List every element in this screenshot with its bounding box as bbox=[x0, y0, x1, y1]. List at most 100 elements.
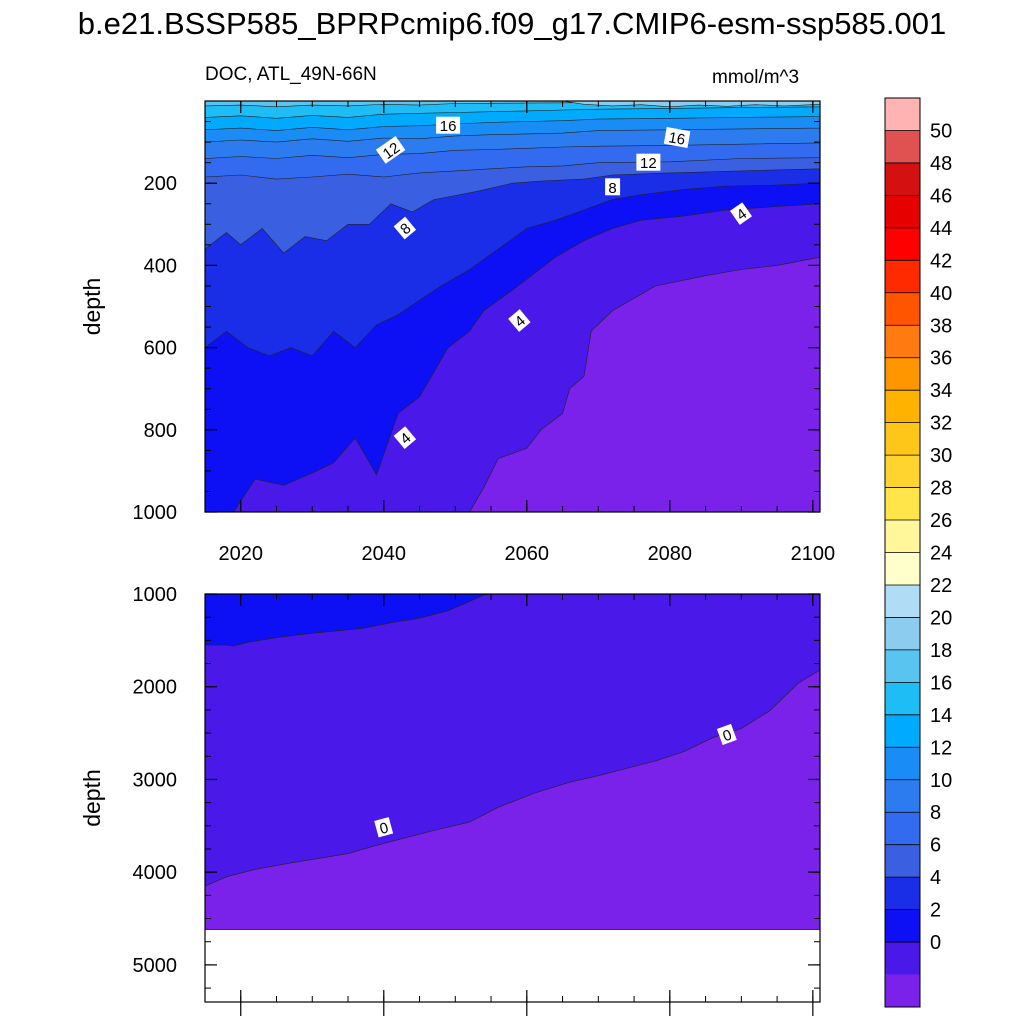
y-axis-label: depth bbox=[79, 278, 105, 336]
colorbar-swatch bbox=[885, 617, 920, 651]
colorbar-swatch bbox=[885, 552, 920, 586]
colorbar-swatch bbox=[885, 812, 920, 845]
colorbar-label: 26 bbox=[930, 510, 952, 532]
contour-label-box bbox=[393, 216, 417, 240]
contour-label-box bbox=[636, 153, 661, 171]
colorbar-swatch bbox=[885, 974, 920, 1008]
colorbar-label: 42 bbox=[930, 250, 952, 272]
colorbar-swatch bbox=[885, 195, 920, 229]
colorbar-label: 32 bbox=[930, 413, 952, 435]
colorbar-label: 6 bbox=[930, 835, 941, 857]
contour-label-4: 4 bbox=[508, 309, 531, 332]
contour-label-16: 16 bbox=[436, 116, 461, 135]
chart-title: b.e21.BSSP585_BPRPcmip6.f09_g17.CMIP6-es… bbox=[77, 6, 947, 41]
colorbar-swatch bbox=[885, 260, 920, 294]
colorbar-swatch bbox=[885, 649, 920, 683]
colorbar-swatch bbox=[885, 877, 920, 910]
colorbar-label: 12 bbox=[930, 737, 952, 759]
contour-label-8: 8 bbox=[393, 216, 417, 240]
contour-label-4: 4 bbox=[393, 426, 417, 449]
colorbar-swatch bbox=[885, 325, 920, 359]
y-tick-label: 5000 bbox=[133, 955, 178, 977]
y-tick-label: 600 bbox=[144, 338, 177, 360]
colorbar-swatch bbox=[885, 682, 920, 716]
colorbar-label: 24 bbox=[930, 543, 952, 565]
colorbar-label: 0 bbox=[930, 932, 941, 954]
contour-label-box bbox=[729, 202, 753, 225]
colorbar-label: 20 bbox=[930, 607, 952, 629]
contour-label-box bbox=[605, 178, 621, 196]
contour-label-text: 12 bbox=[640, 155, 657, 172]
colorbar-label: 40 bbox=[930, 283, 952, 305]
x-tick-label: 2020 bbox=[219, 543, 264, 565]
colorbar-swatch bbox=[885, 844, 920, 878]
contour-label-box bbox=[374, 817, 394, 838]
x-tick-label: 2060 bbox=[505, 543, 550, 565]
contour-label-box bbox=[436, 116, 461, 134]
colorbar-swatch bbox=[885, 520, 920, 553]
variable-label: DOC, ATL_49N-66N bbox=[205, 64, 377, 85]
colorbar-swatch bbox=[885, 357, 920, 391]
y-tick-label: 200 bbox=[144, 173, 177, 195]
colorbar-swatch bbox=[885, 227, 920, 261]
colorbar-label: 38 bbox=[930, 315, 952, 337]
contour-label-box bbox=[663, 127, 691, 148]
contour-label-12: 12 bbox=[636, 153, 661, 172]
colorbar-swatch bbox=[885, 487, 920, 521]
colorbar-swatch bbox=[885, 584, 920, 618]
y-tick-label: 3000 bbox=[133, 769, 178, 791]
y-tick-label: 800 bbox=[144, 420, 177, 442]
colorbar-swatch bbox=[885, 779, 920, 813]
contour-label-4: 4 bbox=[729, 202, 753, 225]
y-tick-label: 1000 bbox=[133, 502, 178, 524]
colorbar-label: 8 bbox=[930, 802, 941, 824]
colorbar-swatch bbox=[885, 747, 920, 781]
colorbar-label: 44 bbox=[930, 218, 952, 240]
y-tick-label: 2000 bbox=[133, 677, 178, 699]
contour-label-box bbox=[716, 723, 737, 745]
x-tick-label: 2100 bbox=[791, 543, 836, 565]
colorbar-swatch bbox=[885, 909, 920, 943]
contour-label-0: 0 bbox=[374, 817, 394, 838]
colorbar-swatch bbox=[885, 390, 920, 423]
contour-label-text: 16 bbox=[667, 129, 686, 149]
colorbar-label: 10 bbox=[930, 770, 952, 792]
contour-label-12: 12 bbox=[375, 136, 406, 164]
colorbar-swatch bbox=[885, 714, 920, 748]
y-tick-label: 400 bbox=[144, 255, 177, 277]
contour-label-8: 8 bbox=[605, 178, 621, 197]
contour-band--2 bbox=[204, 669, 821, 931]
colorbar-label: 14 bbox=[930, 705, 952, 727]
contour-label-text: 12 bbox=[380, 139, 403, 162]
colorbar-label: 28 bbox=[930, 478, 952, 500]
colorbar-swatch bbox=[885, 130, 920, 164]
x-tick-label: 2080 bbox=[648, 543, 693, 565]
colorbar-label: 36 bbox=[930, 348, 952, 370]
contour-band-2 bbox=[204, 593, 492, 647]
contour-label-text: 8 bbox=[608, 180, 616, 197]
contour-label-box bbox=[508, 309, 531, 332]
contour-label-box bbox=[375, 136, 406, 164]
y-tick-label: 4000 bbox=[133, 862, 178, 884]
colorbar-swatch bbox=[885, 162, 920, 196]
colorbar-label: 4 bbox=[930, 867, 941, 889]
contour-label-box bbox=[393, 426, 417, 449]
x-tick-label: 2040 bbox=[362, 543, 407, 565]
units-label: mmol/m^3 bbox=[712, 67, 800, 88]
colorbar-swatch bbox=[885, 942, 920, 975]
y-axis-label: depth bbox=[79, 769, 105, 827]
plot-frame-lower bbox=[204, 593, 821, 1003]
colorbar-label: 30 bbox=[930, 445, 952, 467]
colorbar-label: 34 bbox=[930, 380, 952, 402]
y-tick-label: 1000 bbox=[133, 584, 178, 606]
colorbar-swatch bbox=[885, 455, 920, 488]
colorbar-swatch bbox=[885, 422, 920, 456]
colorbar-label: 48 bbox=[930, 153, 952, 175]
colorbar-label: 22 bbox=[930, 575, 952, 597]
contour-label-text: 16 bbox=[440, 118, 457, 135]
colorbar-label: 50 bbox=[930, 120, 952, 142]
colorbar-label: 16 bbox=[930, 672, 952, 694]
colorbar-label: 2 bbox=[930, 900, 941, 922]
colorbar-label: 18 bbox=[930, 640, 952, 662]
